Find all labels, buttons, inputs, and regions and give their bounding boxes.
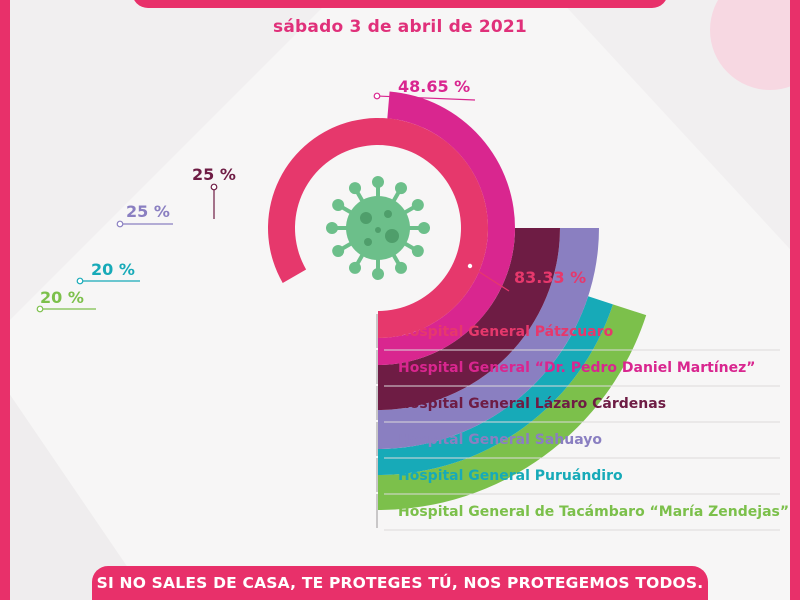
legend-label: Hospital General “Dr. Pedro Daniel Martí… <box>398 360 755 376</box>
callout-dot <box>36 305 44 313</box>
legend-divider <box>376 494 378 528</box>
left-frame <box>0 0 10 600</box>
callout-dot <box>116 220 124 228</box>
callout-dot <box>76 277 84 285</box>
right-frame <box>790 0 800 600</box>
footer-slogan: SI NO SALES DE CASA, TE PROTEGES TÚ, NOS… <box>92 566 708 600</box>
legend-label: Hospital General de Tacámbaro “María Zen… <box>398 504 789 520</box>
top-banner <box>132 0 668 8</box>
data-label: 20 % <box>40 288 84 307</box>
callout-dot <box>466 262 474 270</box>
legend-divider <box>376 350 378 384</box>
data-label: 48.65 % <box>398 77 470 96</box>
legend-label: Hospital General Pátzcuaro <box>398 324 614 340</box>
arc-6 <box>378 304 647 510</box>
data-label: 83.33 % <box>514 268 586 287</box>
legend-divider <box>376 386 378 420</box>
arc-4 <box>378 228 599 449</box>
callout-line <box>469 265 510 292</box>
date-subtitle: sábado 3 de abril de 2021 <box>273 17 527 37</box>
arc-3 <box>378 228 560 410</box>
callout-dot <box>373 92 381 100</box>
virus-icon <box>326 176 430 280</box>
legend-divider <box>376 422 378 456</box>
legend-divider <box>376 458 378 492</box>
legend-label: Hospital General Puruándiro <box>398 468 623 484</box>
callout-line <box>376 95 476 101</box>
data-label: 20 % <box>91 260 135 279</box>
legend-label: Hospital General Lázaro Cárdenas <box>398 396 666 412</box>
legend-label: Hospital General Sahuayo <box>398 432 602 448</box>
data-label: 25 % <box>126 202 170 221</box>
callout-dot <box>210 183 218 191</box>
legend-divider <box>376 314 378 348</box>
arc-2 <box>378 91 515 366</box>
data-label: 25 % <box>192 165 236 184</box>
